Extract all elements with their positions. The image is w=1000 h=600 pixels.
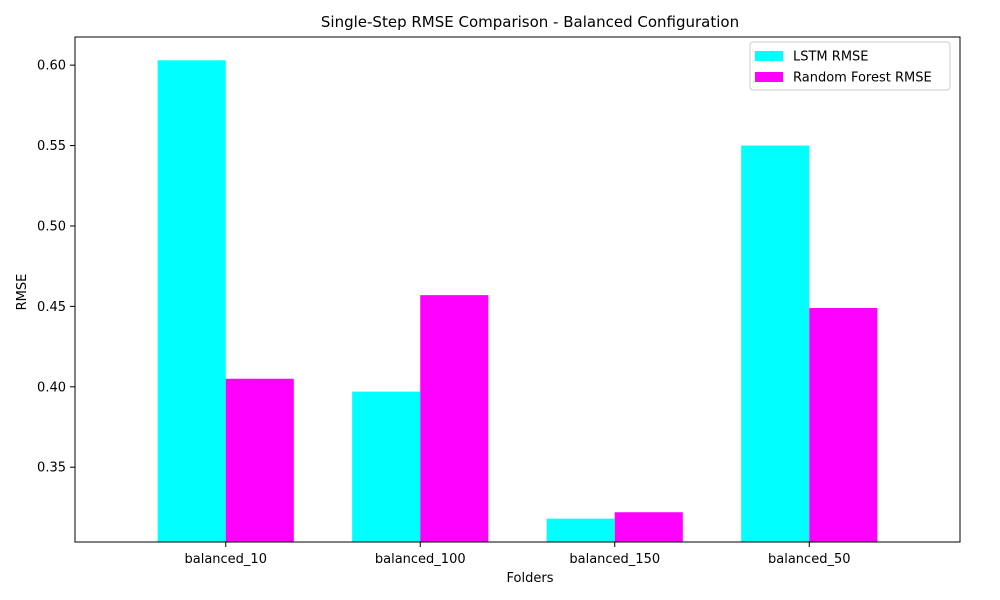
y-tick-label: 0.35 bbox=[37, 461, 66, 476]
legend-swatch bbox=[755, 72, 783, 82]
x-axis-ticks: balanced_10 balanced_100 balanced_150 balan… bbox=[184, 542, 851, 567]
bar-random-forest-rmse-balanced_100 bbox=[420, 295, 489, 542]
x-tick-label: balanced_10 bbox=[184, 552, 266, 567]
x-tick-label: balanced_150 bbox=[569, 552, 660, 567]
legend-box bbox=[749, 41, 951, 91]
chart-title: Single-Step RMSE Comparison - Balanced C… bbox=[321, 13, 739, 31]
y-tick-label: 0.60 bbox=[37, 59, 66, 74]
y-axis-label: RMSE bbox=[15, 274, 30, 311]
x-tick-label: balanced_50 bbox=[768, 552, 850, 567]
bar-random-forest-rmse-balanced_150 bbox=[614, 512, 683, 542]
x-axis-label: Folders bbox=[507, 571, 554, 586]
bar-random-forest-rmse-balanced_50 bbox=[809, 307, 878, 542]
legend-swatch bbox=[755, 51, 783, 61]
bar-lstm-rmse-balanced_10 bbox=[157, 60, 226, 542]
bars-group bbox=[157, 60, 878, 543]
bar-lstm-rmse-balanced_50 bbox=[741, 145, 810, 543]
x-tick-label: balanced_100 bbox=[375, 552, 466, 567]
plot-frame bbox=[74, 36, 961, 543]
y-axis-ticks: 0.35 0.40 0.45 0.50 0.55 0.60 bbox=[37, 59, 75, 476]
y-tick-label: 0.50 bbox=[37, 219, 66, 234]
y-tick-label: 0.55 bbox=[37, 139, 66, 154]
bar-lstm-rmse-balanced_100 bbox=[352, 391, 421, 542]
y-tick-label: 0.40 bbox=[37, 380, 66, 395]
legend: LSTM RMSE Random Forest RMSE bbox=[749, 41, 951, 91]
bar-random-forest-rmse-balanced_10 bbox=[225, 378, 294, 542]
bar-lstm-rmse-balanced_150 bbox=[546, 518, 615, 542]
legend-label: Random Forest RMSE bbox=[793, 71, 932, 86]
y-tick-label: 0.45 bbox=[37, 300, 66, 315]
legend-label: LSTM RMSE bbox=[793, 50, 869, 65]
